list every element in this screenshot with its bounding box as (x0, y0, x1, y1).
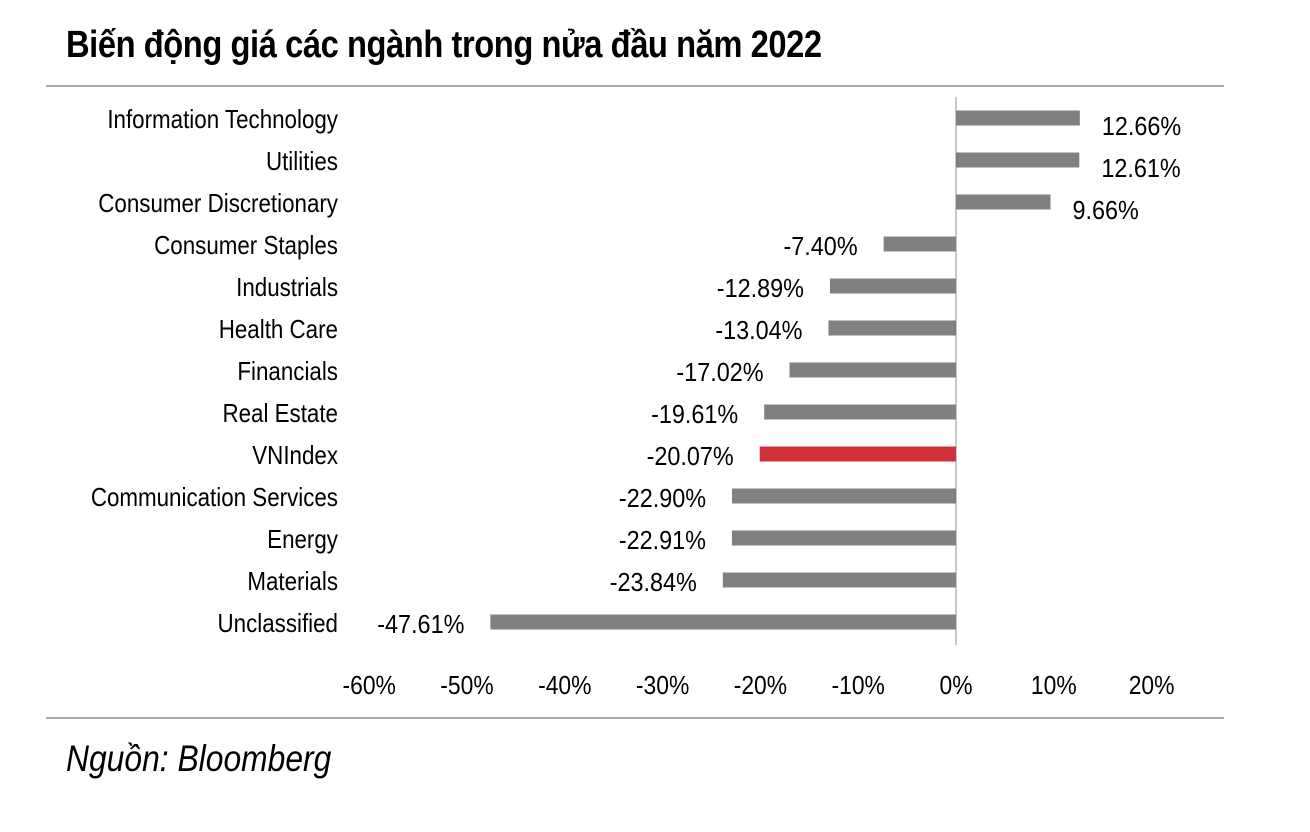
x-tick-label: 0% (939, 672, 972, 701)
x-tick-label: -60% (343, 672, 396, 701)
source-note: Nguồn: Bloomberg (66, 738, 332, 779)
x-tick-label: -40% (538, 672, 591, 701)
bottom-rule (46, 717, 1224, 719)
x-tick-label: -30% (636, 672, 689, 701)
category-label: Consumer Staples (154, 231, 338, 260)
value-label: -13.04% (715, 317, 802, 345)
bar (731, 530, 956, 546)
chart-title: Biến động giá các ngành trong nửa đầu nă… (66, 24, 822, 66)
value-label: 9.66% (1072, 197, 1138, 225)
x-tick-label: 20% (1129, 672, 1175, 701)
bar (732, 488, 956, 504)
category-label: Communication Services (91, 483, 338, 512)
category-label: Consumer Discretionary (98, 189, 338, 218)
bar (829, 278, 956, 294)
category-label: Health Care (219, 315, 338, 344)
category-label: Unclassified (218, 609, 338, 638)
category-label: Real Estate (222, 399, 338, 428)
bar (722, 572, 956, 588)
value-label: -7.40% (784, 233, 858, 261)
bar (789, 362, 956, 378)
value-label: -17.02% (676, 359, 763, 387)
category-label: VNIndex (252, 441, 338, 470)
bar (883, 236, 956, 252)
value-label: -19.61% (651, 401, 738, 429)
bar (764, 404, 956, 420)
x-tick-label: -20% (734, 672, 787, 701)
top-rule (46, 85, 1224, 87)
value-label: -22.91% (619, 527, 706, 555)
value-label: -47.61% (377, 611, 464, 639)
value-label: -23.84% (610, 569, 697, 597)
bar (956, 110, 1080, 126)
value-label: -20.07% (647, 443, 734, 471)
bar (828, 320, 956, 336)
bar (956, 194, 1051, 210)
category-label: Information Technology (107, 105, 338, 134)
value-label: -12.89% (717, 275, 804, 303)
x-tick-label: -10% (832, 672, 885, 701)
value-label: 12.66% (1102, 113, 1181, 141)
x-tick-label: 10% (1031, 672, 1077, 701)
x-tick-label: -50% (440, 672, 493, 701)
category-label: Energy (267, 525, 339, 554)
category-label: Industrials (236, 273, 338, 302)
category-label: Materials (247, 567, 338, 596)
bar (956, 152, 1080, 168)
value-label: -22.90% (619, 485, 706, 513)
value-label: 12.61% (1101, 155, 1180, 183)
bar-highlight (759, 446, 956, 462)
category-label: Utilities (266, 147, 338, 176)
bar (490, 614, 956, 630)
category-label: Financials (237, 357, 338, 386)
